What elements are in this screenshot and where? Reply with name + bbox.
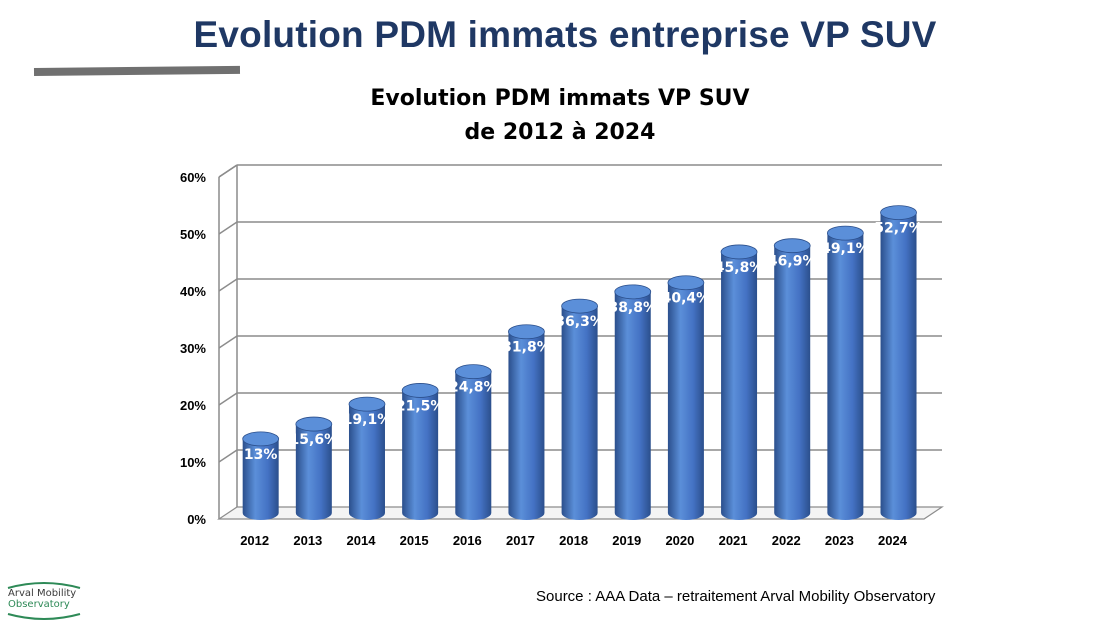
data-label-2024: 52,7%: [874, 221, 923, 237]
logo-swoosh-icon: [7, 582, 81, 620]
bar-top-2021: [720, 244, 758, 260]
bar-top-2018: [561, 298, 598, 314]
chart-title-line1: Evolution PDM immats VP SUV: [370, 86, 750, 111]
bar-2012: [242, 438, 279, 520]
bar-2020: [667, 282, 704, 521]
bar-top-2013: [295, 416, 333, 432]
bar-2022: [774, 245, 811, 521]
bar-top-2012: [242, 431, 280, 447]
x-tick-label-2017: 2017: [506, 533, 535, 548]
bar-2019: [614, 291, 651, 521]
data-label-2012: 13%: [244, 447, 278, 463]
x-tick-label-2019: 2019: [612, 533, 641, 548]
x-tick-label-2016: 2016: [453, 533, 482, 548]
bar-2017: [508, 331, 545, 521]
x-tick-label-2022: 2022: [772, 533, 801, 548]
x-tick-label-2024: 2024: [878, 533, 908, 548]
bar-top-2024: [880, 205, 917, 221]
data-label-2021: 45,8%: [715, 260, 764, 276]
slide-title: Evolution PDM immats entreprise VP SUV: [193, 14, 937, 55]
bar-top-2023: [826, 225, 864, 241]
x-tick-label-2015: 2015: [400, 533, 429, 548]
y-tick-label: 40%: [180, 284, 206, 299]
bar-top-2019: [614, 284, 652, 300]
bar-2014: [348, 404, 385, 521]
x-tick-label-2013: 2013: [293, 533, 322, 548]
x-tick-label-2014: 2014: [347, 533, 377, 548]
bar-2023: [827, 233, 864, 521]
bar-top-2014: [348, 396, 386, 412]
y-tick-label: 0%: [187, 512, 206, 527]
gridline-side: [218, 335, 238, 349]
data-label-2013: 15,6%: [290, 432, 339, 448]
data-label-2019: 38,8%: [608, 300, 657, 316]
data-label-2017: 31,8%: [502, 340, 551, 356]
gridline-side: [218, 278, 238, 292]
data-label-2014: 19,1%: [343, 412, 392, 428]
bar-2024: [880, 212, 917, 521]
data-label-2022: 46,9%: [768, 254, 817, 270]
data-label-2020: 40,4%: [662, 291, 711, 307]
bar-2018: [561, 306, 598, 521]
gridline-side: [218, 449, 238, 463]
y-tick-label: 30%: [180, 341, 206, 356]
chart-title-line2: de 2012 à 2024: [464, 120, 656, 145]
bar-top-2022: [773, 238, 811, 254]
y-tick-label: 50%: [180, 227, 206, 242]
data-label-2023: 49,1%: [821, 241, 870, 257]
bar-top-2020: [667, 275, 705, 291]
data-label-2015: 21,5%: [396, 398, 445, 414]
bar-top-2015: [401, 383, 439, 398]
data-label-2016: 24,8%: [449, 380, 498, 396]
x-tick-label-2021: 2021: [719, 533, 748, 548]
y-tick-label: 10%: [180, 455, 206, 470]
source-note: Source : AAA Data – retraitement Arval M…: [536, 588, 936, 605]
bar-2015: [402, 390, 439, 521]
gridline-side: [218, 392, 238, 406]
bar-2021: [721, 251, 758, 521]
bar-top-2017: [508, 324, 545, 340]
gridline-side: [218, 221, 238, 235]
x-tick-label-2023: 2023: [825, 533, 854, 548]
arval-logo: Arval Mobility Observatory: [4, 580, 84, 620]
logo-text-line1: Arval Mobility: [8, 588, 77, 599]
bar-2013: [295, 424, 332, 521]
x-tick-label-2012: 2012: [240, 533, 269, 548]
x-tick-label-2018: 2018: [559, 533, 588, 548]
y-tick-label: 20%: [180, 398, 206, 413]
y-tick-label: 60%: [180, 170, 206, 185]
data-label-2018: 36,3%: [555, 314, 604, 330]
gridline-side: [218, 164, 238, 178]
x-tick-label-2020: 2020: [665, 533, 694, 548]
logo-text-line2: Observatory: [8, 599, 70, 610]
bar-2016: [455, 371, 492, 521]
bar-top-2016: [454, 364, 492, 380]
